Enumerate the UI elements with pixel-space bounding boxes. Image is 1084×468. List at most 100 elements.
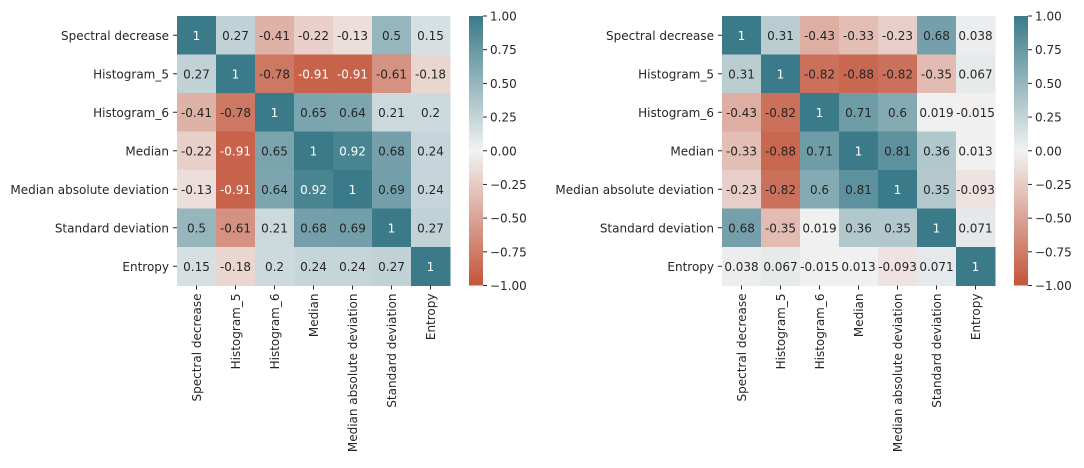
y-tick-label: Spectral decrease xyxy=(606,29,714,43)
heatmap-cell xyxy=(839,170,879,209)
heatmap-cell xyxy=(294,16,334,55)
cell-value-label: -0.82 xyxy=(882,67,913,81)
cell-value-label: 0.68 xyxy=(728,221,755,235)
cell-value-label: -0.61 xyxy=(220,221,251,235)
cell-value-label: -0.22 xyxy=(181,144,212,158)
heatmap-cell xyxy=(177,131,217,171)
heatmap-cell xyxy=(255,208,295,248)
y-tick-label: Histogram_5 xyxy=(93,67,169,81)
cell-value-label: -0.33 xyxy=(726,144,757,158)
heatmap-cell xyxy=(216,208,256,248)
heatmap-cell xyxy=(917,170,957,209)
heatmap-cell xyxy=(722,54,762,94)
cell-value-label: 0.15 xyxy=(417,29,444,43)
x-tick-label: Histogram_5 xyxy=(229,294,243,370)
heatmap-cell xyxy=(722,93,762,132)
heatmap-cell xyxy=(372,170,412,209)
y-tick-label: Standard deviation xyxy=(600,221,714,235)
y-tick-label: Histogram_5 xyxy=(638,67,714,81)
heatmap-cell xyxy=(372,54,412,94)
colorbar xyxy=(469,16,483,286)
cell-value-label: 0.36 xyxy=(845,221,872,235)
heatmap-cell xyxy=(722,16,762,55)
heatmap-cell xyxy=(177,16,217,55)
heatmap-cell xyxy=(878,170,918,209)
cell-value-label: -0.82 xyxy=(804,67,835,81)
heatmap-cell xyxy=(839,208,879,248)
cell-value-label: 0.92 xyxy=(339,144,366,158)
colorbar-tick-label: −1.00 xyxy=(490,279,527,293)
heatmap-cell xyxy=(878,54,918,94)
cell-value-label: 0.27 xyxy=(183,67,210,81)
cell-value-label: -0.91 xyxy=(220,144,251,158)
cell-value-label: -0.093 xyxy=(878,260,917,274)
y-tick-label: Entropy xyxy=(667,260,714,274)
colorbar-tick-label: 1.00 xyxy=(1035,10,1062,24)
heatmap-cell xyxy=(839,247,879,286)
cell-value-label: -0.43 xyxy=(804,29,835,43)
x-tick-label: Histogram_5 xyxy=(774,294,788,370)
heatmap-cell xyxy=(956,54,996,94)
colorbar-tick-label: 0.75 xyxy=(1035,43,1062,57)
cell-value-label: 0.71 xyxy=(845,106,872,120)
cell-value-label: 0.15 xyxy=(183,260,210,274)
colorbar-tick-label: 1.00 xyxy=(490,10,517,24)
cell-value-label: -0.23 xyxy=(726,183,757,197)
heatmap-cell xyxy=(177,247,217,286)
heatmap-cell xyxy=(411,54,451,94)
heatmap-cell xyxy=(411,93,451,132)
heatmap-cell xyxy=(411,170,451,209)
cell-value-label: 0.92 xyxy=(300,183,327,197)
cell-value-label: 0.36 xyxy=(923,144,950,158)
heatmap-cell xyxy=(333,54,373,94)
colorbar-tick-label: −1.00 xyxy=(1035,279,1072,293)
cell-value-label: 0.013 xyxy=(841,260,875,274)
x-tick-label: Spectral decrease xyxy=(735,294,749,402)
heatmap-cell xyxy=(917,54,957,94)
heatmap-cell xyxy=(917,208,957,248)
heatmap-cell xyxy=(411,16,451,55)
heatmap-cell xyxy=(761,16,801,55)
heatmap-cell xyxy=(294,93,334,132)
heatmap-cell xyxy=(255,247,295,286)
cell-value-label: 0.35 xyxy=(884,221,911,235)
heatmap-cell xyxy=(761,170,801,209)
colorbar-tick-label: −0.75 xyxy=(490,245,527,259)
colorbar-tick-label: 0.50 xyxy=(1035,77,1062,91)
colorbar-tick-label: −0.25 xyxy=(1035,178,1072,192)
cell-value-label: 0.68 xyxy=(300,221,327,235)
cell-value-label: 0.019 xyxy=(919,106,953,120)
cell-value-label: 1 xyxy=(933,221,941,235)
cell-value-label: 0.21 xyxy=(261,221,288,235)
heatmap-cell xyxy=(411,247,451,286)
cell-value-label: 0.31 xyxy=(767,29,794,43)
heatmap-cell xyxy=(917,247,957,286)
heatmap-cell xyxy=(333,208,373,248)
heatmap-cell xyxy=(839,54,879,94)
cell-value-label: 0.27 xyxy=(222,29,249,43)
heatmap-cell xyxy=(956,208,996,248)
heatmap-cell xyxy=(956,16,996,55)
cell-value-label: 1 xyxy=(271,106,279,120)
cell-value-label: 0.067 xyxy=(763,260,797,274)
cell-value-label: 0.071 xyxy=(958,221,992,235)
cell-value-label: -0.093 xyxy=(956,183,995,197)
cell-value-label: 0.038 xyxy=(724,260,758,274)
heatmap-cell xyxy=(800,247,840,286)
cell-value-label: 0.24 xyxy=(300,260,327,274)
cell-value-label: -0.35 xyxy=(921,67,952,81)
heatmap-cell xyxy=(294,208,334,248)
colorbar-tick-label: 0.75 xyxy=(490,43,517,57)
colorbar-tick-label: −0.50 xyxy=(1035,212,1072,226)
heatmap-cell xyxy=(917,16,957,55)
x-tick-label: Median xyxy=(852,294,866,338)
heatmap-cell xyxy=(294,54,334,94)
x-tick-label: Median absolute deviation xyxy=(346,294,360,453)
heatmap-cell xyxy=(216,54,256,94)
cell-value-label: 0.013 xyxy=(958,144,992,158)
heatmap-cell xyxy=(255,54,295,94)
heatmap-cell xyxy=(333,16,373,55)
heatmap-cell xyxy=(761,93,801,132)
